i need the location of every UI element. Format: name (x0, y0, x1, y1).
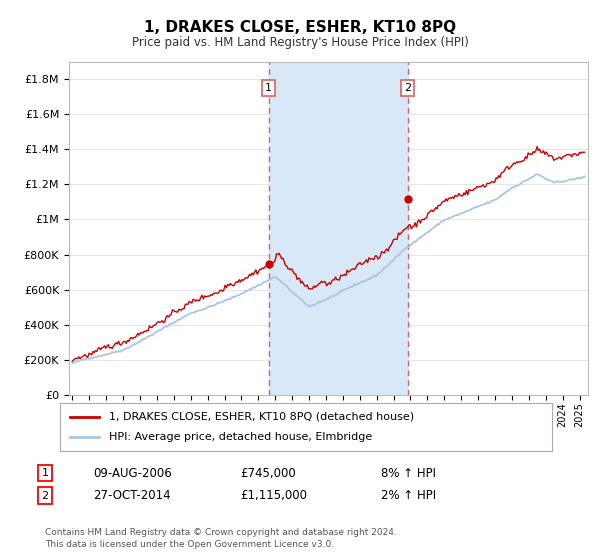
Text: HPI: Average price, detached house, Elmbridge: HPI: Average price, detached house, Elmb… (109, 432, 373, 442)
Text: 27-OCT-2014: 27-OCT-2014 (93, 489, 170, 502)
Text: 2: 2 (41, 491, 49, 501)
Text: 1, DRAKES CLOSE, ESHER, KT10 8PQ: 1, DRAKES CLOSE, ESHER, KT10 8PQ (144, 20, 456, 35)
Text: £745,000: £745,000 (240, 466, 296, 480)
Text: Contains HM Land Registry data © Crown copyright and database right 2024.
This d: Contains HM Land Registry data © Crown c… (45, 528, 397, 549)
Text: 09-AUG-2006: 09-AUG-2006 (93, 466, 172, 480)
Text: Price paid vs. HM Land Registry's House Price Index (HPI): Price paid vs. HM Land Registry's House … (131, 36, 469, 49)
Text: £1,115,000: £1,115,000 (240, 489, 307, 502)
Text: 1, DRAKES CLOSE, ESHER, KT10 8PQ (detached house): 1, DRAKES CLOSE, ESHER, KT10 8PQ (detach… (109, 412, 415, 422)
Text: 8% ↑ HPI: 8% ↑ HPI (381, 466, 436, 480)
Text: 1: 1 (265, 83, 272, 94)
Text: 2% ↑ HPI: 2% ↑ HPI (381, 489, 436, 502)
Text: 2: 2 (404, 83, 411, 94)
Text: 1: 1 (41, 468, 49, 478)
Bar (269, 62, 407, 395)
